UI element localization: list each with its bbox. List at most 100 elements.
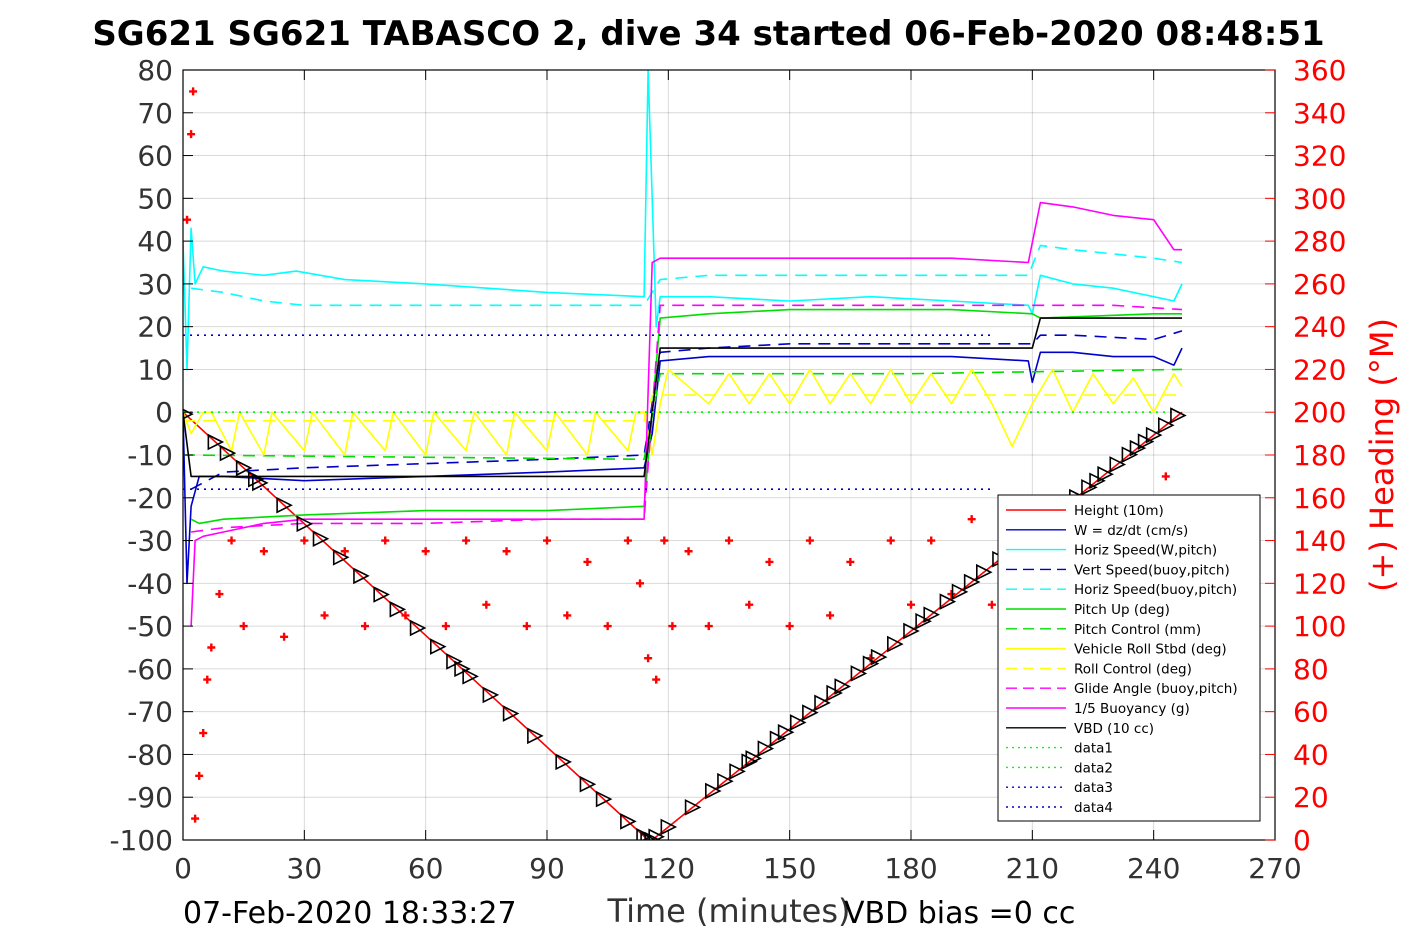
- heading-point: [320, 611, 329, 620]
- heading-point: [636, 579, 645, 588]
- height-sample-marker: [183, 408, 194, 420]
- series-line-7: [183, 368, 1183, 456]
- series-line-10: [190, 201, 1182, 627]
- height-sample-marker: [454, 660, 471, 678]
- y-right-tick-label: 180: [1293, 439, 1346, 472]
- y-right-tick-label: 20: [1293, 781, 1329, 814]
- heading-point: [543, 536, 551, 545]
- legend-label: Roll Control (deg): [1074, 661, 1192, 677]
- heading-point: [195, 771, 204, 780]
- height-sample-marker: [705, 782, 722, 800]
- height-sample-marker: [648, 828, 665, 840]
- height-sample-marker: [482, 686, 500, 704]
- height-sample-marker: [644, 831, 661, 840]
- heading-point: [259, 547, 268, 556]
- height-sample-marker: [1129, 439, 1147, 457]
- heading-point: [563, 611, 572, 620]
- y-tick-label: -70: [127, 696, 173, 729]
- heading-point: [927, 536, 936, 545]
- height-sample-marker: [429, 638, 447, 655]
- height-sample-marker: [975, 563, 993, 581]
- y-tick-label: 80: [137, 54, 173, 87]
- height-sample-marker: [777, 723, 795, 741]
- x-tick-label: 0: [174, 852, 192, 885]
- height-sample-marker: [757, 740, 775, 757]
- y-right-tick-label: 60: [1293, 696, 1329, 729]
- heading-point: [421, 547, 430, 556]
- height-sample-marker: [640, 831, 657, 840]
- y-tick-label: 10: [137, 353, 173, 386]
- legend-label: W = dz/dt (cm/s): [1074, 523, 1188, 539]
- y-right-tick-label: 160: [1293, 482, 1346, 515]
- heading-point: [381, 536, 390, 545]
- y-tick-label: -30: [127, 525, 173, 558]
- y-tick-label: 20: [137, 311, 173, 344]
- height-sample-marker: [555, 753, 572, 771]
- x-tick-label: 240: [1127, 852, 1180, 885]
- heading-point: [207, 643, 216, 652]
- y-right-tick-label: 360: [1293, 54, 1346, 87]
- y-tick-label: 60: [137, 140, 173, 173]
- height-sample-marker: [684, 799, 702, 816]
- heading-point: [623, 536, 632, 545]
- height-sample-marker: [1089, 472, 1106, 490]
- y-right-tick-label: 320: [1293, 140, 1346, 173]
- x-axis-label: Time (minutes): [607, 892, 851, 930]
- x-tick-label: 90: [529, 852, 565, 885]
- height-sample-marker: [850, 665, 868, 682]
- heading-point: [785, 622, 794, 631]
- heading-point: [183, 215, 192, 224]
- series-line-8: [183, 394, 1182, 422]
- height-sample-marker: [789, 714, 807, 731]
- heading-point: [947, 590, 956, 599]
- heading-point: [668, 622, 677, 631]
- height-sample-marker: [802, 704, 819, 721]
- x-tick-label: 210: [1006, 852, 1059, 885]
- heading-point: [583, 557, 592, 566]
- heading-point: [361, 622, 369, 631]
- y-right-tick-label: 80: [1293, 653, 1329, 686]
- heading-point: [846, 557, 855, 566]
- heading-point: [441, 622, 450, 631]
- legend-label: Pitch Control (mm): [1074, 622, 1201, 638]
- height-sample-marker: [620, 813, 637, 830]
- height-sample-marker: [312, 530, 330, 547]
- series-layer: [183, 70, 1183, 840]
- height-sample-marker: [332, 549, 350, 566]
- height-sample-marker: [389, 601, 407, 618]
- heading-point: [603, 622, 612, 631]
- height-sample-marker: [502, 705, 520, 722]
- y-tick-label: -40: [127, 567, 173, 600]
- height-sample-marker: [462, 668, 479, 685]
- heading-point: [745, 600, 754, 609]
- series-line-4: [190, 244, 1183, 307]
- legend-label: Pitch Up (deg): [1074, 602, 1170, 618]
- y-tick-label: -60: [127, 653, 173, 686]
- heading-point: [482, 600, 491, 609]
- height-sample-marker: [446, 653, 463, 670]
- axis-ticks: 0 30 60 90 120 150 180 210 240 270 80 70 60 50 40 30 20 1…: [109, 54, 1346, 885]
- series-line-3: [190, 330, 1183, 490]
- height-sample-marker: [595, 790, 613, 808]
- heading-point: [644, 654, 653, 663]
- heading-point: [340, 547, 349, 556]
- height-sample-marker: [814, 694, 831, 712]
- height-sample-marker: [1081, 479, 1098, 496]
- heading-point: [227, 536, 236, 545]
- y-right-tick-label: 200: [1293, 396, 1346, 429]
- y-right-tick-label: 0: [1293, 824, 1311, 857]
- legend-label: Horiz Speed(W,pitch): [1074, 543, 1217, 559]
- height-sample-marker: [939, 593, 957, 610]
- heading-point: [704, 622, 713, 631]
- heading-point: [1161, 472, 1170, 481]
- y-tick-label: -50: [127, 610, 173, 643]
- height-sample-marker: [951, 583, 969, 601]
- heading-point: [826, 611, 835, 620]
- x-tick-label: 270: [1248, 852, 1301, 885]
- legend-label: Glide Angle (buoy,pitch): [1074, 681, 1238, 697]
- series-line-0: [183, 411, 1183, 840]
- series-line-6: [183, 368, 1183, 461]
- heading-point: [652, 675, 661, 684]
- height-sample-marker: [769, 730, 787, 748]
